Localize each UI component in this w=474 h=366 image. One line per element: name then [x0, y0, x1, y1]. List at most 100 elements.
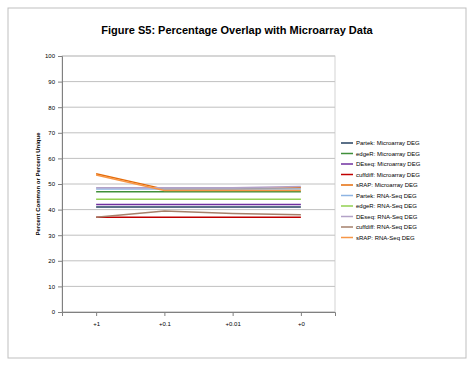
y-tick: 20	[48, 258, 62, 264]
x-tick-mark	[301, 312, 302, 316]
y-axis: 0 10 20 30 40 50 60 70 80 90 100	[45, 53, 63, 315]
legend-item: edgeR: RNA-Seq DEG	[341, 203, 417, 209]
legend-item: DEseq: Microarray DEG	[341, 161, 421, 167]
y-axis-title: Percent Common or Percent Unique	[35, 132, 41, 236]
y-axis-line	[58, 57, 63, 313]
grid-line	[62, 209, 335, 210]
y-tick-mark	[58, 82, 62, 83]
x-tick: +0.01	[226, 312, 242, 327]
y-tick-mark	[58, 56, 62, 57]
grid-line	[62, 184, 335, 185]
y-tick-label: 0	[52, 309, 56, 315]
x-tick-label: +1	[93, 321, 101, 327]
series-line	[96, 191, 301, 193]
grid-line	[62, 235, 335, 236]
y-tick-label: 90	[48, 79, 55, 85]
y-tick: 80	[48, 105, 62, 111]
legend-swatch	[341, 153, 353, 155]
x-tick-mark	[233, 312, 234, 316]
y-tick-label: 100	[45, 53, 56, 59]
series-line	[96, 204, 301, 206]
legend-item: Partek: RNA-Seq DEG	[341, 193, 417, 199]
y-tick-mark	[58, 133, 62, 134]
x-axis-line	[63, 313, 336, 317]
grid	[62, 56, 335, 312]
series-line	[96, 199, 301, 201]
y-tick-mark	[58, 261, 62, 262]
series-line	[96, 175, 301, 190]
y-tick: 0	[52, 309, 62, 315]
legend-item: sRAP: RNA-Seq DEG	[341, 235, 415, 241]
y-tick-label: 10	[48, 284, 55, 290]
x-tick-label: +0.01	[226, 321, 242, 327]
y-tick-label: 20	[48, 258, 55, 264]
series-line	[96, 188, 301, 190]
y-tick-mark	[58, 235, 62, 236]
series-line	[96, 187, 301, 188]
x-tick-label: +0.1	[159, 321, 172, 327]
y-tick-label: 30	[48, 233, 55, 239]
x-tick: +0	[298, 312, 306, 327]
x-tick: +0.1	[159, 312, 172, 327]
grid-line	[62, 286, 335, 287]
y-tick: 100	[45, 53, 62, 59]
legend-label: cuffdiff: RNA-Seq DEG	[356, 224, 417, 230]
x-tick-mark	[96, 312, 97, 316]
y-tick: 70	[48, 130, 62, 136]
grid-line	[62, 132, 335, 133]
y-tick-mark	[58, 107, 62, 108]
y-tick-label: 40	[48, 207, 55, 213]
y-tick: 90	[48, 79, 62, 85]
plot: 0 10 20 30 40 50 60 70 80 90 100 +1 +0.1 +0.01 +0	[45, 53, 336, 327]
legend-swatch	[341, 163, 353, 165]
legend-swatch	[341, 237, 353, 239]
y-tick-label: 50	[48, 181, 55, 187]
series-line	[96, 217, 301, 219]
legend-item: cuffdiff: Microarray DEG	[341, 172, 420, 178]
legend-item: cuffdiff: RNA-Seq DEG	[341, 224, 417, 230]
legend-label: sRAP: Microarray DEG	[356, 182, 418, 188]
legend-item: edgeR: Microarray DEG	[341, 151, 420, 157]
legend-swatch	[341, 226, 353, 228]
y-tick-label: 70	[48, 130, 55, 136]
y-tick-mark	[58, 312, 62, 313]
series-line	[96, 211, 301, 217]
legend-label: sRAP: RNA-Seq DEG	[356, 235, 415, 241]
legend-label: Partek: RNA-Seq DEG	[356, 193, 417, 199]
x-tick-label: +0	[298, 321, 306, 327]
y-tick-mark	[58, 286, 62, 287]
title: Figure S5: Percentage Overlap with Micro…	[101, 24, 373, 36]
legend-label: DEseq: Microarray DEG	[356, 161, 421, 167]
chart-frame	[8, 8, 466, 358]
legend-swatch	[341, 195, 353, 197]
y-tick: 50	[48, 181, 62, 187]
legend-label: DEseq: RNA-Seq DEG	[356, 214, 418, 220]
y-tick-mark	[58, 184, 62, 185]
x-tick: +1	[93, 312, 101, 327]
legend-item: Partek: Microarray DEG	[341, 140, 420, 146]
y-tick: 10	[48, 284, 62, 290]
grid-line	[62, 158, 335, 159]
y-tick: 40	[48, 207, 62, 213]
series-line	[96, 206, 301, 208]
legend-swatch	[341, 216, 353, 218]
legend-swatch	[341, 184, 353, 186]
legend-swatch	[341, 174, 353, 176]
legend-swatch	[341, 142, 353, 144]
y-tick-mark	[58, 210, 62, 211]
legend-label: Partek: Microarray DEG	[356, 140, 420, 146]
y-tick: 30	[48, 233, 62, 239]
grid-line	[62, 107, 335, 108]
plot-frame	[62, 56, 335, 312]
grid-line	[62, 81, 335, 82]
y-tick: 60	[48, 156, 62, 162]
legend-label: cuffdiff: Microarray DEG	[356, 172, 420, 178]
legend-label: edgeR: RNA-Seq DEG	[356, 203, 417, 209]
legend-label: edgeR: Microarray DEG	[356, 151, 420, 157]
x-tick-mark	[164, 312, 165, 316]
grid-line	[62, 260, 335, 261]
y-tick-mark	[58, 158, 62, 159]
legend: Partek: Microarray DEG edgeR: Microarray …	[341, 140, 421, 241]
y-tick-label: 80	[48, 105, 55, 111]
legend-swatch	[341, 205, 353, 207]
